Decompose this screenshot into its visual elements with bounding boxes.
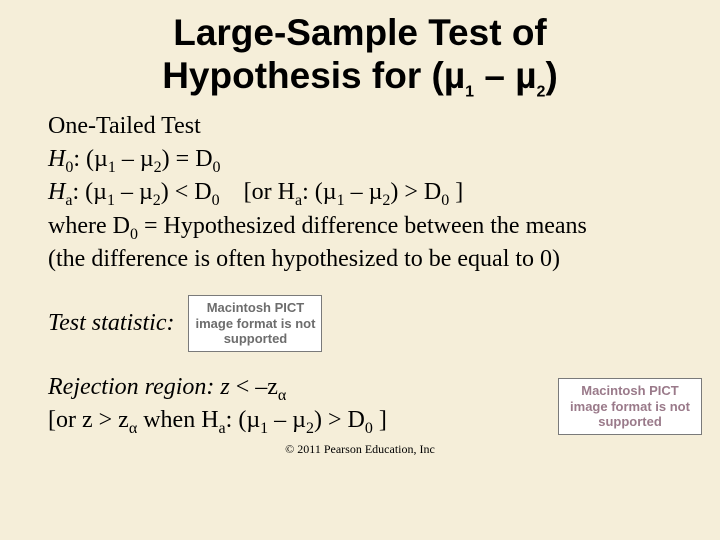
ha-mu1: 1 (107, 192, 115, 209)
title-sub1: 1 (465, 83, 474, 100)
ha-or-mu1: 1 (337, 192, 345, 209)
where-d: where D (48, 213, 130, 239)
where-d0: 0 (130, 225, 138, 242)
rej2-ha: a (219, 420, 226, 437)
h0-mu1: 1 (108, 159, 116, 176)
h0-h: H (48, 146, 65, 172)
test-statistic-row: Test statistic: Macintosh PICT image for… (48, 295, 672, 352)
h0-mid1: : (µ (73, 146, 108, 172)
ha-or-end: ] (449, 179, 463, 205)
rej2-mu1: 1 (260, 420, 268, 437)
ha-mid2: – µ (115, 179, 153, 205)
ha-line: Ha: (µ1 – µ2) < D0 [or Ha: (µ1 – µ2) > D… (48, 177, 672, 208)
h0-mid3: ) = D (162, 146, 213, 172)
title-line2b: – µ (474, 55, 536, 96)
title-line2a: Hypothesis for (µ (162, 55, 465, 96)
title-line1: Large-Sample Test of (173, 12, 547, 53)
h0-line: H0: (µ1 – µ2) = D0 (48, 144, 672, 175)
rej2-d0: 0 (365, 420, 373, 437)
h0-mu2: 2 (154, 159, 162, 176)
ha-mid1: : (µ (72, 179, 107, 205)
rej2-pre: [or z > z (48, 407, 129, 433)
pict-placeholder-1: Macintosh PICT image format is not suppo… (188, 295, 322, 352)
rej1-alpha: α (278, 387, 286, 404)
where-line1: where D0 = Hypothesized difference betwe… (48, 211, 672, 242)
h0-d0: 0 (213, 159, 221, 176)
ha-h: H (48, 179, 65, 205)
copyright: © 2011 Pearson Education, Inc (48, 442, 672, 458)
slide-title: Large-Sample Test of Hypothesis for (µ1 … (48, 12, 672, 97)
rej2-mid: when H (137, 407, 218, 433)
ha-mid3: ) < D (161, 179, 212, 205)
title-line2c: ) (545, 55, 557, 96)
rej1-mid: < –z (230, 374, 278, 400)
rej2-mid3: – µ (268, 407, 306, 433)
where-line2: (the difference is often hypothesized to… (48, 244, 672, 275)
rej2-mu2: 2 (306, 420, 314, 437)
rej2-end: ] (373, 407, 387, 433)
ha-d0: 0 (212, 192, 220, 209)
rej2-alpha: α (129, 420, 137, 437)
ha-or-pre: [or H (220, 179, 295, 205)
ha-or-mid1: : (µ (302, 179, 337, 205)
ha-or-mid3: ) > D (390, 179, 441, 205)
rej2-mid4: ) > D (314, 407, 365, 433)
ha-mu2: 2 (153, 192, 161, 209)
h0-mid2: – µ (116, 146, 154, 172)
test-statistic-label: Test statistic: (48, 308, 174, 339)
ha-or-sub: a (295, 192, 302, 209)
rej1-pre: Rejection region: z (48, 374, 230, 400)
where-text: = Hypothesized difference between the me… (138, 213, 587, 239)
one-tailed-heading: One-Tailed Test (48, 111, 672, 142)
pict-placeholder-2: Macintosh PICT image format is not suppo… (558, 378, 702, 435)
rej2-mid2: : (µ (226, 407, 261, 433)
ha-or-mid2: – µ (345, 179, 383, 205)
